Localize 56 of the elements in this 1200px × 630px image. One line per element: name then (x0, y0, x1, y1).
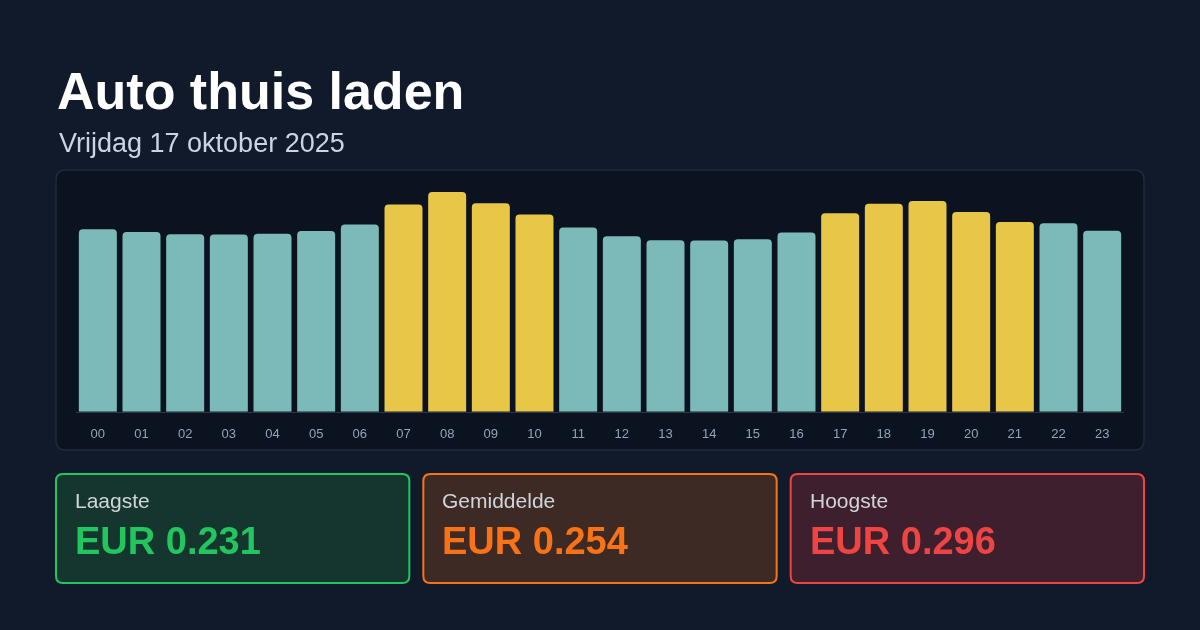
x-tick-label: 06 (352, 426, 368, 442)
bar (821, 213, 860, 412)
x-tick-label: 09 (483, 426, 499, 442)
bar (428, 192, 467, 412)
bar (995, 221, 1034, 412)
bar (515, 214, 554, 412)
bar (602, 236, 641, 412)
x-tick-label: 08 (439, 426, 455, 442)
x-tick-label: 03 (221, 426, 237, 442)
x-tick-label: 21 (1007, 426, 1023, 442)
bar (733, 239, 772, 412)
x-tick-label: 23 (1094, 426, 1110, 442)
x-tick-label: 01 (134, 426, 149, 442)
bar (78, 229, 117, 412)
x-tick-label: 11 (571, 426, 585, 442)
bar (690, 240, 729, 412)
text: EUR 0.231 (75, 520, 261, 562)
x-tick-label: 15 (745, 426, 761, 442)
bar (384, 204, 423, 412)
x-tick-label: 20 (963, 426, 979, 442)
chart-title: Auto thuis laden (57, 62, 465, 121)
x-tick-label: 00 (90, 426, 106, 442)
x-tick-label: 13 (658, 426, 673, 442)
text: Laagste (75, 489, 150, 512)
bar (209, 234, 248, 412)
x-tick-label: 22 (1051, 426, 1066, 442)
text: EUR 0.254 (442, 520, 628, 562)
x-tick-label: 05 (308, 426, 324, 442)
bar (340, 224, 379, 412)
x-tick-label: 04 (265, 426, 280, 442)
bar (122, 232, 161, 412)
x-tick-label: 02 (177, 426, 193, 442)
bar (253, 233, 292, 412)
x-tick-label: 12 (614, 426, 630, 442)
bar (777, 232, 816, 412)
x-tick-label: 17 (832, 426, 848, 442)
text: Hoogste (810, 489, 889, 512)
bar (297, 230, 336, 412)
bar (559, 227, 598, 412)
x-tick-label: 19 (920, 426, 935, 442)
x-tick-label: 18 (876, 426, 892, 442)
bar (908, 201, 947, 412)
x-tick-label: 10 (527, 426, 542, 442)
bar (1039, 223, 1078, 412)
bar (1083, 230, 1122, 412)
x-tick-label: 16 (789, 426, 804, 442)
bar (646, 240, 685, 412)
x-tick-label: 14 (701, 426, 717, 442)
bar (166, 234, 205, 412)
bar (471, 203, 510, 412)
chart-subtitle: Vrijdag 17 oktober 2025 (59, 128, 345, 158)
x-tick-label: 07 (396, 426, 411, 442)
text: EUR 0.296 (810, 520, 996, 562)
bar (864, 203, 903, 412)
bar (952, 212, 991, 412)
text: Gemiddelde (442, 489, 556, 512)
